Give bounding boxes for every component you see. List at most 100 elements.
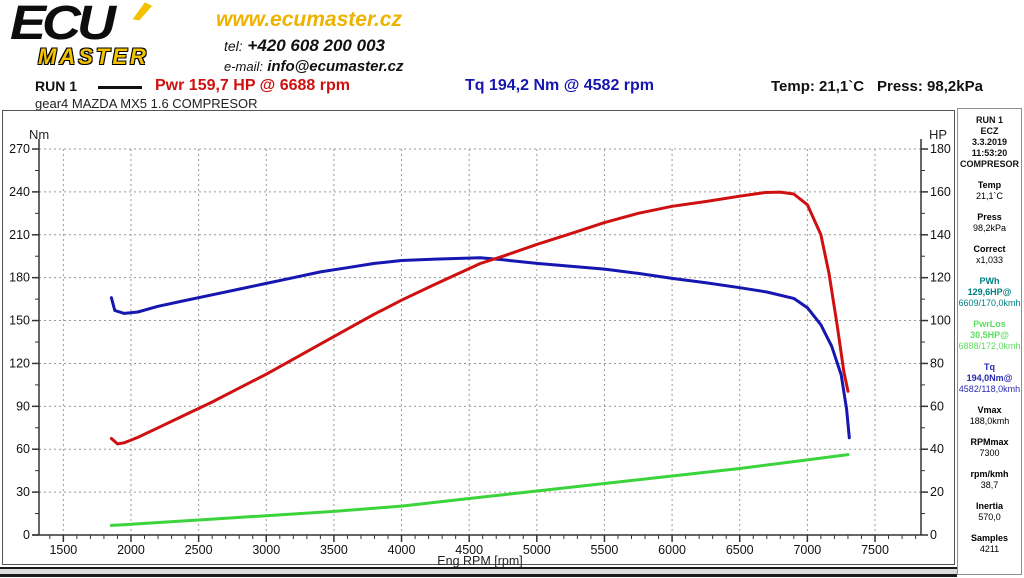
svg-text:120: 120 — [930, 271, 951, 285]
svg-text:5000: 5000 — [523, 543, 551, 557]
email-address[interactable]: info@ecumaster.cz — [267, 58, 404, 75]
bottom-window-edge — [0, 567, 957, 577]
sidebar-stat: RPMmax 7300 — [958, 437, 1021, 459]
pressure-readout: Press: 98,2kPa — [877, 78, 983, 95]
sidebar-stat: Vmax 188,0kmh — [958, 405, 1021, 427]
svg-text:0: 0 — [23, 528, 30, 542]
run-label: RUN 1 — [35, 78, 78, 94]
sidebar-stat-label: PWh — [979, 276, 1000, 286]
sidebar-stat-label: PwrLos — [973, 319, 1006, 329]
dyno-chart: 0 30 60 90 120 150 180 210 240 270 0 20 40 60 80 100 120… — [2, 110, 955, 568]
left-axis-unit-label: Nm — [29, 127, 50, 142]
svg-text:180: 180 — [930, 142, 951, 156]
power-curve — [109, 190, 850, 446]
svg-text:150: 150 — [9, 314, 30, 328]
svg-text:90: 90 — [16, 399, 30, 413]
svg-text:60: 60 — [16, 442, 30, 456]
sidebar-stat-label: Correct — [973, 244, 1006, 254]
svg-text:100: 100 — [930, 314, 951, 328]
sidebar-run-info-line: ECZ — [980, 126, 999, 136]
sidebar-stat-value: 21,1`C — [975, 191, 1003, 201]
sidebar-stat: Press 98,2kPa — [958, 212, 1021, 234]
svg-text:120: 120 — [9, 356, 30, 370]
sidebar-stat: Correct x1,033 — [958, 244, 1021, 266]
sidebar-stat-value: 6888/172,0kmh — [958, 341, 1021, 351]
chart-svg: 0 30 60 90 120 150 180 210 240 270 0 20 40 60 80 100 120… — [9, 139, 951, 557]
torque-peak-readout: Tq 194,2 Nm @ 4582 rpm — [465, 77, 655, 94]
power-peak-readout: Pwr 159,7 HP @ 6688 rpm — [155, 77, 350, 94]
svg-text:1500: 1500 — [49, 543, 77, 557]
sidebar-stat-value: 98,2kPa — [972, 223, 1007, 233]
svg-text:3000: 3000 — [252, 543, 280, 557]
phone-number: +420 608 200 003 — [247, 36, 385, 55]
svg-text:7500: 7500 — [861, 543, 889, 557]
svg-text:180: 180 — [9, 271, 30, 285]
ecumaster-logo: ECU MASTER — [8, 0, 213, 74]
sidebar-stat-value: 4582/118,0kmh — [958, 384, 1021, 394]
svg-text:160: 160 — [930, 185, 951, 199]
logo-master-text: MASTER — [38, 44, 149, 69]
svg-text:4000: 4000 — [388, 543, 416, 557]
temperature-readout: Temp: 21,1`C — [771, 78, 865, 95]
sidebar-stat-value: 570,0 — [978, 512, 1001, 522]
sidebar-stat-label: Vmax — [977, 405, 1002, 415]
email-line: e-mail: info@ecumaster.cz — [224, 58, 404, 75]
svg-text:80: 80 — [930, 356, 944, 370]
sidebar-stat-label: Temp — [977, 180, 1002, 190]
sidebar-stat: PWh 129,6HP@ 6609/170,0kmh — [958, 276, 1021, 309]
email-label: e-mail: — [224, 59, 264, 74]
results-legend-row: RUN 1 Pwr 159,7 HP @ 6688 rpm Tq 194,2 N… — [0, 77, 1024, 96]
sidebar-stat-value: 188,0kmh — [969, 416, 1010, 426]
sidebar-stat: Tq 194,0Nm@ 4582/118,0kmh — [958, 362, 1021, 395]
svg-text:2000: 2000 — [117, 543, 145, 557]
right-axis-unit-label: HP — [929, 127, 948, 142]
svg-text:30: 30 — [16, 485, 30, 499]
sidebar-stat-value: 129,6HP@ — [967, 287, 1012, 297]
sidebar-stat-value: x1,033 — [975, 255, 1004, 265]
svg-text:5500: 5500 — [591, 543, 619, 557]
svg-text:2500: 2500 — [185, 543, 213, 557]
loss-curve — [109, 453, 850, 527]
sidebar-stat-value: 38,7 — [980, 480, 999, 490]
svg-text:6000: 6000 — [658, 543, 686, 557]
svg-text:6500: 6500 — [726, 543, 754, 557]
sidebar-run-info-line: 11:53:20 — [971, 148, 1008, 158]
sidebar-stat: rpm/kmh 38,7 — [958, 469, 1021, 491]
contact-block: www.ecumaster.cz tel: +420 608 200 003 e… — [216, 8, 404, 75]
logo-spark-icon — [132, 1, 152, 23]
sidebar-stat-value: 30,5HP@ — [970, 330, 1009, 340]
sidebar-stat: PwrLos 30,5HP@ 6888/172,0kmh — [958, 319, 1021, 352]
svg-text:7000: 7000 — [793, 543, 821, 557]
sidebar-run-info-line: RUN 1 — [975, 115, 1003, 125]
svg-text:60: 60 — [930, 399, 944, 413]
run-line-swatch — [98, 86, 142, 89]
sidebar-stat-label: Inertia — [975, 501, 1003, 511]
sidebar-stat-value: 6609/170,0kmh — [958, 298, 1021, 308]
sidebar-stat-label: RPMmax — [970, 437, 1009, 447]
svg-text:140: 140 — [930, 228, 951, 242]
sidebar-run-info-line: 3.3.2019 — [971, 137, 1008, 147]
svg-text:240: 240 — [9, 185, 30, 199]
svg-text:0: 0 — [930, 528, 937, 542]
sidebar-stat-label: rpm/kmh — [970, 469, 1009, 479]
sidebar-stat: Inertia 570,0 — [958, 501, 1021, 523]
sidebar-stat-value: 7300 — [979, 448, 1000, 458]
sidebar-stat-value: 4211 — [979, 544, 1000, 554]
sidebar-run-info-line: COMPRESOR — [959, 159, 1019, 169]
svg-text:3500: 3500 — [320, 543, 348, 557]
svg-text:40: 40 — [930, 442, 944, 456]
website-link[interactable]: www.ecumaster.cz — [216, 8, 402, 31]
svg-text:270: 270 — [9, 142, 30, 156]
logo-ecu-text: ECU — [10, 0, 116, 51]
sidebar-stat-label: Samples — [970, 533, 1009, 543]
svg-text:210: 210 — [9, 228, 30, 242]
svg-text:4500: 4500 — [455, 543, 483, 557]
run-stats-sidebar: RUN 1 ECZ 3.3.2019 11:53:20 COMPRESOR Temp 21,… — [957, 108, 1022, 575]
phone-line: tel: +420 608 200 003 — [224, 36, 404, 56]
svg-text:20: 20 — [930, 485, 944, 499]
torque-curve — [109, 256, 851, 440]
sidebar-stat: Temp 21,1`C — [958, 180, 1021, 202]
phone-label: tel: — [224, 38, 243, 54]
sidebar-stat-value: 194,0Nm@ — [966, 373, 1013, 383]
